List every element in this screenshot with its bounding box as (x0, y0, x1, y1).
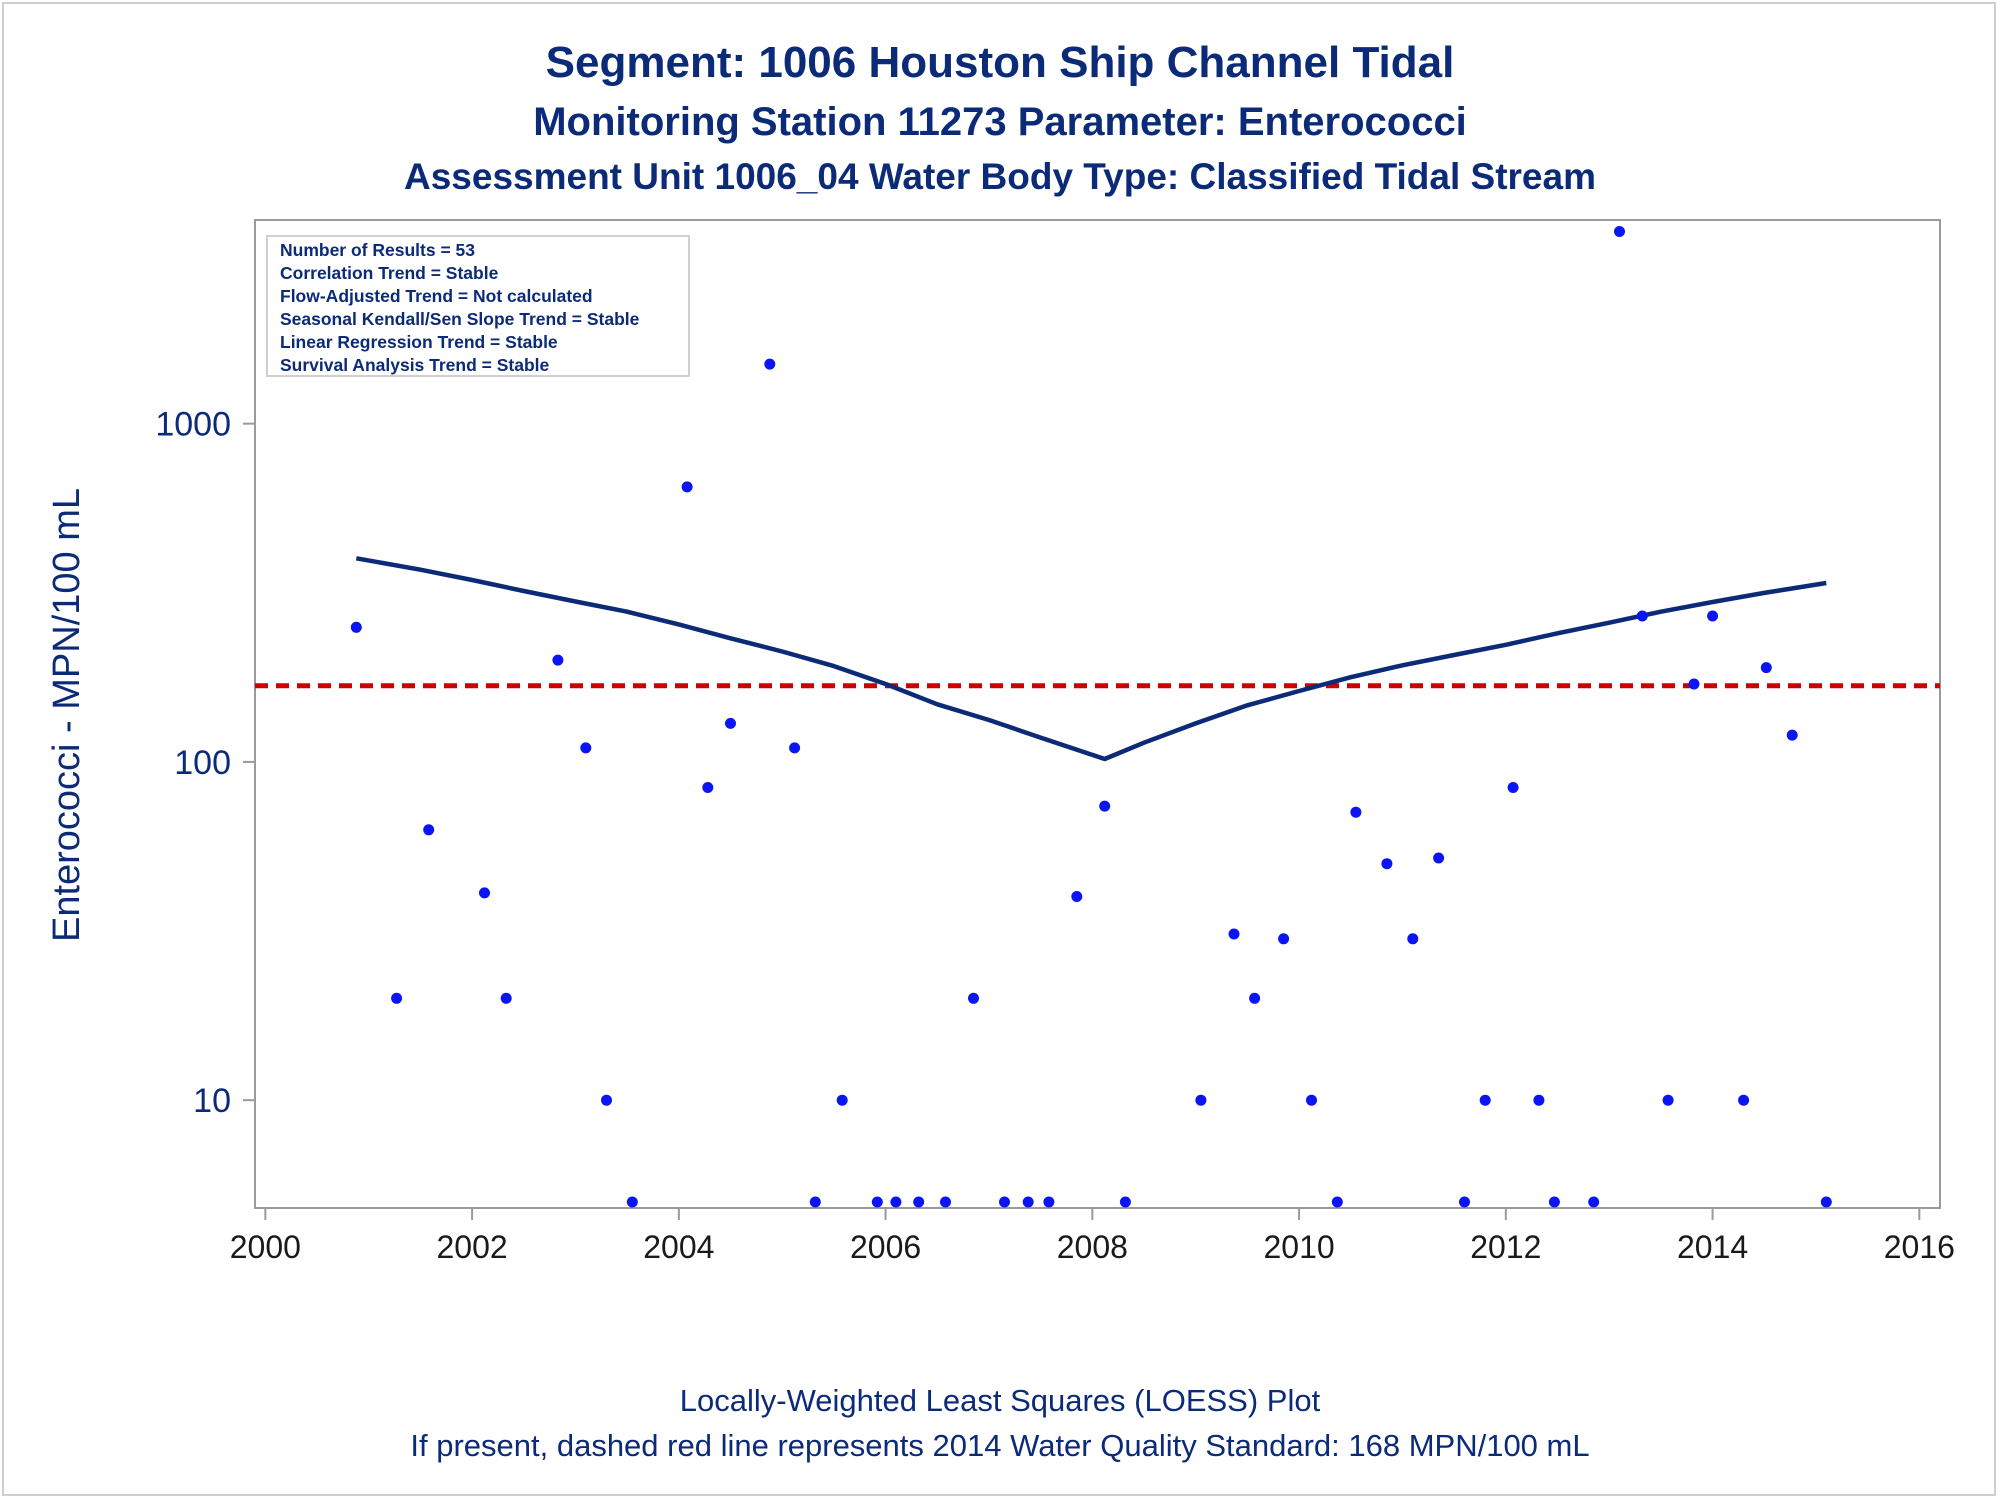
y-tick-label: 100 (174, 744, 231, 782)
stats-linear-regression-trend: Linear Regression Trend = Stable (280, 332, 558, 352)
y-axis-label: Enterococci - MPN/100 mL (46, 488, 88, 942)
data-point (1588, 1196, 1600, 1208)
data-point (626, 1196, 638, 1208)
data-point (999, 1196, 1010, 1208)
data-point (702, 782, 714, 793)
data-point (500, 992, 512, 1004)
stats-survival-analysis-trend: Survival Analysis Trend = Stable (280, 355, 550, 375)
stats-number-of-results: Number of Results = 53 (280, 240, 475, 260)
data-point (1306, 1094, 1317, 1106)
data-point (681, 481, 693, 493)
data-point (1738, 1094, 1750, 1106)
data-point (1479, 1094, 1491, 1106)
x-tick-label: 2016 (1884, 1229, 1955, 1265)
x-tick-label: 2000 (230, 1229, 301, 1265)
data-point (1636, 610, 1648, 622)
footnote-loess: Locally-Weighted Least Squares (LOESS) P… (679, 1383, 1321, 1418)
data-point (580, 742, 592, 754)
data-point (1614, 226, 1625, 237)
stats-seasonal-kendall-trend: Seasonal Kendall/Sen Slope Trend = Stabl… (280, 309, 640, 329)
loess-layer (355, 556, 1827, 762)
data-point (1381, 858, 1393, 870)
data-point (391, 992, 403, 1004)
plot-area-border (254, 219, 1941, 1209)
data-point (423, 824, 435, 836)
data-point (1022, 1196, 1034, 1208)
data-point (1459, 1196, 1470, 1208)
loess-line (355, 556, 1827, 762)
data-point (789, 742, 801, 754)
data-point (1071, 891, 1083, 902)
data-point (1278, 933, 1290, 945)
data-point (479, 887, 490, 899)
x-tick-label: 2002 (436, 1229, 507, 1265)
data-point (968, 992, 979, 1004)
data-point (1099, 800, 1111, 812)
x-tick-label: 2010 (1263, 1229, 1334, 1265)
x-tick-label: 2014 (1677, 1229, 1748, 1265)
data-point (1548, 1196, 1560, 1208)
stats-flow-adjusted-trend: Flow-Adjusted Trend = Not calculated (280, 286, 593, 306)
data-point (1350, 806, 1362, 818)
data-point (940, 1196, 951, 1208)
data-point (1195, 1094, 1207, 1106)
data-point (1662, 1094, 1674, 1106)
data-point (1820, 1196, 1832, 1208)
data-point (1707, 610, 1719, 622)
x-tick-label: 2008 (1057, 1229, 1128, 1265)
data-point (1043, 1196, 1055, 1208)
data-point (350, 621, 362, 633)
data-point (1533, 1094, 1545, 1106)
data-point (1407, 933, 1419, 945)
data-point (601, 1094, 612, 1106)
data-point (1760, 662, 1772, 674)
data-point (552, 654, 564, 666)
data-point (1249, 992, 1261, 1004)
y-tick-label: 10 (193, 1082, 231, 1120)
footnote-standard: If present, dashed red line represents 2… (410, 1428, 1590, 1463)
y-tick-label: 1000 (155, 406, 231, 444)
x-tick-label: 2004 (643, 1229, 714, 1265)
points-layer (350, 226, 1832, 1208)
chart-title: Segment: 1006 Houston Ship Channel Tidal (545, 38, 1455, 87)
data-point (1507, 782, 1519, 793)
data-point (836, 1094, 848, 1106)
data-point (1228, 928, 1240, 940)
stats-correlation-trend: Correlation Trend = Stable (280, 263, 499, 283)
data-point (1688, 678, 1700, 690)
data-point (809, 1196, 821, 1208)
x-tick-label: 2006 (850, 1229, 921, 1265)
data-point (913, 1196, 925, 1208)
chart-subtitle-assessment: Assessment Unit 1006_04 Water Body Type:… (404, 156, 1596, 197)
axes-layer: 2000 2002 2004 2006 2008 2010 2012 2014 2016 10 10… (155, 219, 1955, 1265)
chart-subtitle-station: Monitoring Station 11273 Parameter: Ente… (533, 100, 1467, 144)
data-point (871, 1196, 883, 1208)
trend-stats-box: Number of Results = 53 Correlation Trend… (266, 235, 690, 377)
data-point (1786, 729, 1798, 741)
data-point (764, 358, 776, 370)
x-tick-label: 2012 (1470, 1229, 1541, 1265)
data-point (1331, 1196, 1343, 1208)
data-point (725, 717, 736, 729)
data-point (1119, 1196, 1131, 1208)
data-point (1433, 852, 1445, 864)
data-point (890, 1196, 902, 1208)
